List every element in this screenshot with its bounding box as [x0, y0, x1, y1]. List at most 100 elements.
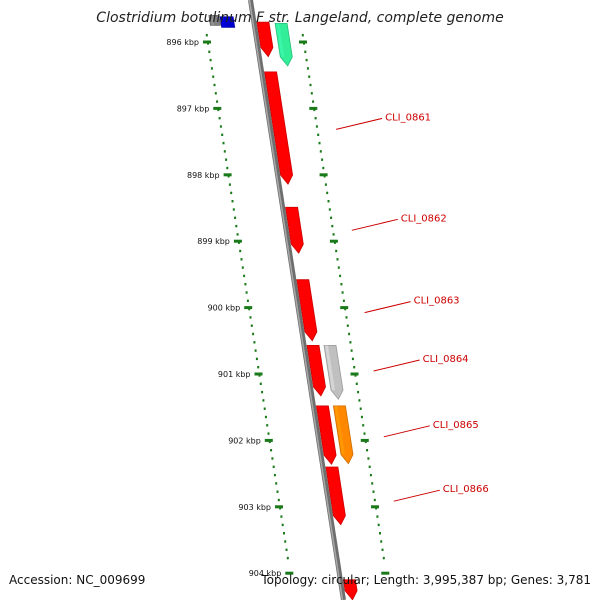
ruler-major-tick-right [360, 438, 369, 442]
ruler-dot-left [231, 200, 234, 203]
ruler-dot-right [373, 498, 376, 502]
ruler-dot-right [331, 224, 334, 228]
ruler-dot-right [360, 415, 363, 419]
ruler-major-tick-right [371, 505, 379, 509]
ruler-label: 896 kbp [166, 38, 199, 47]
label-leader-line [393, 489, 440, 502]
label-leader-line [364, 301, 411, 314]
gene-bottom-red [342, 579, 358, 600]
topology-text: Topology: circular; Length: 3,995,387 bp… [261, 573, 591, 587]
gene-cli-0865 [315, 405, 337, 466]
ruler-major-tick-right [319, 173, 328, 177]
ruler-dot-right [305, 58, 308, 62]
ruler-dot-left [257, 366, 260, 369]
ruler-major-tick-right [381, 571, 390, 575]
ruler-dot-left [208, 50, 211, 53]
ruler-dot-left [214, 92, 217, 95]
ruler-dot-left [264, 415, 267, 419]
backbone-line [248, 0, 346, 600]
ruler-dot-left [255, 357, 258, 361]
gene-highlight [317, 405, 329, 456]
ruler-dot-right [327, 200, 330, 203]
ruler-dot-right [309, 83, 312, 87]
ruler-dot-right [341, 291, 344, 294]
gene-label-cli-0863: CLI_0863 [414, 296, 460, 307]
ruler-dot-right [357, 390, 360, 394]
ruler-dot-right [364, 440, 367, 444]
ruler-dot-left [266, 424, 269, 427]
ruler-dot-right [312, 100, 315, 103]
ruler-dot-right [353, 366, 356, 369]
ruler-dot-left [284, 540, 287, 543]
ruler-dot-right [355, 382, 358, 385]
gene-body [208, 14, 221, 26]
ruler-dot-left [275, 482, 278, 485]
ruler-dot-left [272, 465, 275, 468]
ruler-dot-right [318, 141, 321, 145]
ruler-dot-left [216, 100, 219, 103]
ruler-dot-left [223, 150, 226, 153]
gene-top-left-gray [208, 14, 221, 26]
gene-label-cli-0864: CLI_0864 [423, 354, 469, 365]
gene-body [285, 206, 304, 254]
ruler-label: 898 kbp [187, 171, 220, 180]
ruler-dot-left [239, 249, 242, 253]
label-leader-line [335, 117, 383, 130]
gene-body [256, 21, 274, 58]
label-leader-line [383, 425, 430, 438]
ruler-dot-left [281, 523, 284, 527]
gene-body [264, 71, 294, 185]
ruler-dot-left [270, 449, 273, 452]
ruler-dot-left [240, 258, 243, 261]
gene-label-cli-0866: CLI_0866 [443, 484, 489, 495]
ruler-dot-left [267, 432, 270, 435]
gene-cli-0863 [296, 279, 318, 342]
ruler-dot-left [228, 183, 231, 186]
ruler-dot-right [337, 266, 340, 269]
gene-cli-0865-orange [332, 405, 354, 465]
ruler-dot-right [342, 299, 345, 302]
ruler-dot-left [249, 316, 252, 319]
map-title: Clostridium botulinum F str. Langeland, … [96, 10, 503, 26]
gene-cli-0866 [325, 466, 346, 526]
ruler-dot-left [209, 58, 212, 62]
ruler-dot-right [362, 424, 365, 427]
ruler-dot-left [263, 407, 266, 410]
ruler-dot-left [261, 390, 264, 394]
ruler-dot-left [244, 283, 247, 286]
ruler-label: 904 kbp [249, 569, 282, 578]
ruler-dot-left [273, 473, 276, 477]
ruler-major-tick-right [309, 106, 318, 110]
ruler-dot-right [339, 274, 342, 278]
ruler-major-tick-left [233, 239, 242, 243]
ruler-dot-right [368, 465, 371, 468]
ruler-dot-right [326, 191, 329, 195]
ruler-dot-right [376, 515, 379, 518]
backbone-highlight [248, 0, 344, 600]
ruler-dot-left [268, 440, 271, 444]
ruler-dot-left [254, 349, 257, 352]
ruler-dot-right [351, 357, 354, 361]
gene-highlight [257, 22, 265, 48]
ruler-dot-left [276, 490, 279, 493]
ruler-dot-right [328, 208, 331, 211]
gene-body [315, 405, 337, 466]
ruler-dot-right [335, 249, 338, 253]
ruler-dot-left [283, 532, 285, 535]
ruler-dot-left [241, 266, 244, 269]
ruler-major-tick-left [275, 505, 283, 509]
ruler-dot-right [336, 258, 339, 261]
ruler-label: 897 kbp [177, 104, 210, 113]
ruler-dot-left [205, 34, 208, 37]
ruler-major-tick-right [329, 239, 338, 243]
gene-highlight [326, 467, 338, 516]
accession-text: Accession: NC_009699 [9, 573, 146, 587]
ruler-dot-left [252, 332, 255, 336]
ruler-dot-right [371, 482, 374, 485]
gene-cli-0862 [285, 206, 304, 254]
ruler-dot-left [277, 498, 280, 502]
ruler-major-tick-left [213, 106, 222, 110]
ruler-dot-left [285, 548, 288, 551]
ruler-dot-left [280, 515, 283, 518]
